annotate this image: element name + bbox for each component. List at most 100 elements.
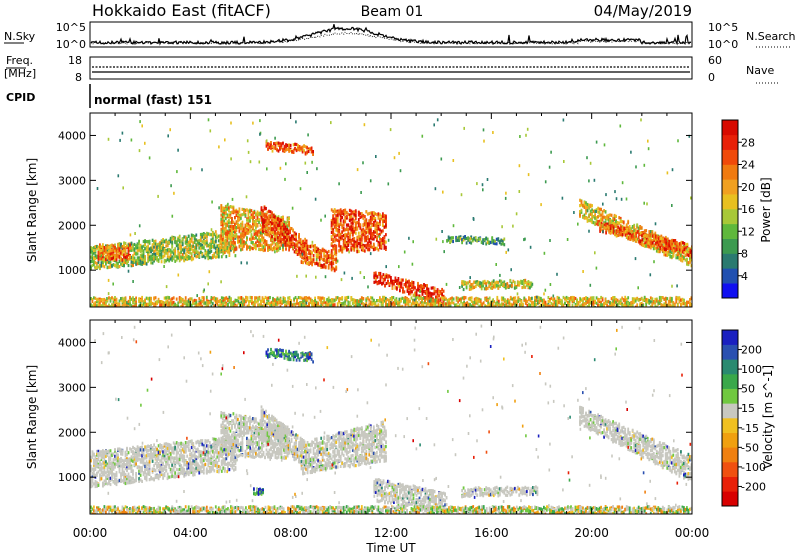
range-gate-cell	[183, 256, 186, 260]
range-gate-cell	[142, 249, 145, 253]
range-gate-cell	[211, 296, 214, 300]
range-gate-cell	[660, 243, 663, 247]
range-gate-cell	[287, 231, 290, 236]
range-gate-cell	[183, 259, 186, 263]
range-gate-cell	[686, 250, 688, 254]
range-gate-cell	[382, 212, 384, 216]
range-gate-cell	[311, 251, 313, 255]
range-gate-cell	[285, 147, 287, 151]
range-gate-cell	[640, 226, 643, 230]
range-gate-cell	[196, 303, 199, 307]
range-gate-cell	[219, 234, 222, 238]
range-gate-cell	[240, 296, 243, 300]
range-gate-cell	[264, 295, 267, 300]
range-gate-cell	[144, 257, 146, 261]
range-gate-cell	[371, 216, 374, 220]
range-gate-cell	[105, 247, 107, 251]
range-gate-cell	[330, 268, 333, 272]
range-gate-cell	[94, 248, 97, 253]
range-gate-cell	[654, 234, 657, 238]
range-gate-cell	[320, 256, 323, 260]
range-gate-cell	[308, 261, 310, 265]
range-gate-cell	[624, 233, 627, 237]
range-gate-cell	[488, 284, 491, 288]
range-gate-cell	[224, 228, 227, 232]
range-gate-cell	[341, 225, 344, 230]
range-gate-cell	[357, 237, 360, 241]
range-gate-cell	[333, 243, 336, 248]
range-gate-cell	[168, 296, 171, 300]
range-gate-cell	[287, 229, 290, 233]
range-gate-cell	[214, 299, 217, 303]
range-gate-cell	[384, 278, 386, 282]
range-gate-cell	[262, 227, 264, 231]
range-gate-cell	[99, 300, 101, 305]
range-gate-cell	[226, 220, 229, 224]
range-gate-cell	[650, 241, 653, 245]
range-gate-cell	[338, 239, 341, 243]
range-gate-cell	[278, 238, 281, 243]
range-gate-cell	[583, 203, 586, 207]
range-gate-cell	[121, 245, 124, 249]
range-gate-cell	[521, 285, 524, 290]
range-gate-cell	[160, 241, 163, 245]
range-gate-cell	[366, 222, 369, 226]
range-gate-cell	[201, 243, 204, 247]
range-gate-cell	[276, 232, 278, 236]
range-gate-cell	[415, 293, 418, 297]
range-gate-cell	[356, 241, 359, 245]
range-gate-cell	[603, 225, 606, 230]
range-gate-cell	[234, 210, 236, 214]
range-gate-cell	[345, 223, 348, 227]
range-gate-cell	[333, 251, 336, 255]
range-gate-cell	[172, 248, 175, 252]
range-gate-cell	[233, 300, 235, 304]
range-gate-cell	[636, 237, 639, 241]
range-gate-cell	[94, 251, 97, 255]
range-gate-cell	[132, 257, 134, 261]
range-gate-cell	[348, 215, 351, 220]
range-gate-cell	[360, 248, 363, 252]
range-gate-cell	[220, 245, 223, 250]
range-gate-cell	[368, 240, 371, 244]
range-gate-cell	[141, 262, 143, 266]
range-gate-cell	[598, 210, 601, 215]
range-gate-cell	[597, 206, 599, 210]
range-gate-cell	[423, 283, 425, 287]
range-gate-cell	[198, 251, 201, 255]
range-gate-cell	[345, 241, 348, 245]
range-gate-cell	[201, 232, 204, 236]
range-gate-cell	[585, 201, 587, 205]
range-gate-cell	[196, 241, 199, 245]
range-gate-cell	[441, 293, 443, 297]
range-gate-cell	[394, 276, 397, 280]
range-gate-cell	[633, 225, 636, 230]
range-gate-cell	[216, 302, 219, 306]
range-gate-cell	[371, 235, 374, 239]
range-gate-cell	[633, 229, 636, 233]
range-gate-cell	[323, 257, 326, 262]
range-gate-cell	[178, 243, 181, 247]
range-gate-cell	[406, 285, 409, 289]
range-gate-cell	[242, 303, 244, 307]
range-gate-cell	[299, 243, 302, 247]
range-gate-cell	[362, 213, 365, 218]
range-gate-cell	[244, 214, 247, 218]
range-gate-cell	[221, 220, 224, 224]
range-gate-cell	[339, 236, 342, 240]
range-gate-cell	[274, 231, 276, 235]
range-gate-cell	[359, 242, 362, 246]
range-gate-cell	[255, 296, 258, 300]
range-gate-cell	[680, 245, 682, 249]
range-gate-cell	[666, 242, 669, 246]
range-gate-cell	[97, 260, 100, 264]
range-gate-cell	[121, 296, 124, 300]
range-gate-cell	[259, 248, 262, 252]
range-gate-cell	[315, 246, 318, 250]
range-gate-cell	[274, 221, 276, 225]
range-gate-cell	[679, 242, 681, 246]
nsky-trace	[90, 24, 692, 46]
range-gate-cell	[239, 302, 241, 306]
range-gate-cell	[327, 255, 330, 260]
range-gate-cell	[336, 222, 339, 226]
